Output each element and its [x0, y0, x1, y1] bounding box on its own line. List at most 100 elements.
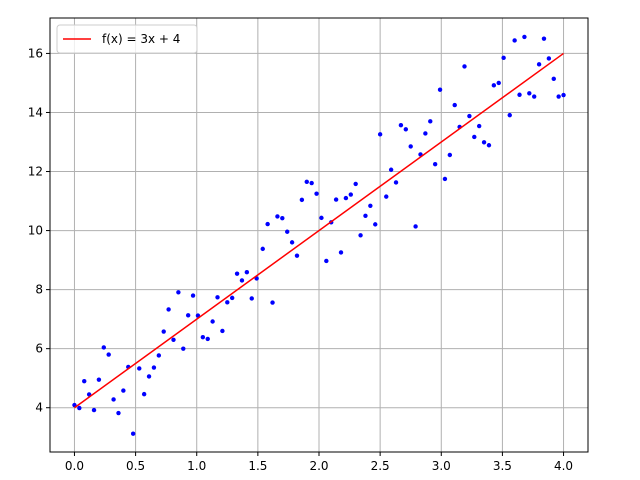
legend-box [56, 24, 198, 54]
x-tick-label: 3.0 [432, 459, 451, 473]
data-point [137, 366, 142, 371]
data-point [546, 56, 552, 61]
data-point [309, 180, 314, 186]
data-point [265, 221, 270, 227]
x-tick-label: 1.0 [187, 459, 206, 473]
data-point [428, 119, 433, 124]
line-series [74, 52, 564, 409]
data-point [541, 36, 547, 41]
data-point [447, 152, 453, 158]
data-point [171, 337, 176, 343]
data-point [91, 407, 97, 413]
data-point [106, 352, 111, 357]
data-point [141, 391, 147, 397]
data-point [467, 113, 472, 119]
data-point [190, 293, 196, 298]
data-point [185, 313, 191, 318]
data-point [442, 176, 448, 182]
data-point [82, 378, 87, 384]
data-point [384, 194, 389, 199]
data-point [215, 295, 220, 300]
data-point [161, 329, 166, 334]
data-point [121, 388, 126, 393]
data-point [239, 278, 245, 283]
data-point [486, 143, 492, 148]
data-point [527, 91, 532, 96]
y-tick-label: 14 [28, 105, 43, 119]
data-point [363, 213, 368, 219]
data-point [408, 144, 413, 149]
data-point [393, 180, 399, 185]
data-point [285, 229, 290, 234]
data-point [437, 87, 443, 92]
data-point [532, 94, 537, 99]
data-point [116, 410, 121, 416]
y-tick-label: 12 [28, 165, 43, 179]
data-point [101, 345, 107, 350]
data-point [551, 76, 556, 82]
data-point [373, 222, 378, 227]
data-point [275, 214, 280, 219]
data-point [348, 192, 353, 197]
data-point [299, 197, 305, 203]
data-point [472, 134, 477, 140]
data-point [289, 240, 295, 245]
data-point [181, 346, 186, 351]
data-point [151, 365, 157, 370]
data-point [512, 38, 517, 43]
data-point [556, 94, 561, 99]
data-point [176, 290, 181, 295]
data-point [388, 167, 394, 172]
data-point [333, 197, 339, 202]
data-point [146, 374, 152, 379]
data-point [496, 80, 501, 86]
x-tick-label: 2.0 [309, 459, 328, 473]
data-point [517, 92, 522, 97]
data-point [229, 295, 235, 301]
data-point [398, 122, 404, 128]
x-tick-label: 3.5 [493, 459, 512, 473]
data-point [304, 179, 309, 185]
legend: f(x) = 3x + 4 [56, 24, 198, 54]
data-point [476, 123, 482, 129]
data-point [338, 250, 344, 255]
data-point [413, 224, 418, 229]
data-point [403, 127, 409, 132]
data-point [280, 215, 285, 221]
data-point [319, 215, 324, 221]
x-tick-label: 2.5 [371, 459, 390, 473]
data-point [522, 34, 527, 40]
data-point [358, 233, 363, 238]
data-point [225, 300, 230, 305]
data-point [294, 253, 300, 258]
data-point [130, 431, 136, 436]
x-tick-label: 0.0 [65, 459, 84, 473]
data-point [377, 132, 383, 137]
grid [50, 18, 588, 452]
data-point [536, 62, 542, 67]
data-point [234, 271, 240, 276]
data-point [481, 140, 487, 145]
data-point [462, 64, 467, 69]
data-point [220, 328, 225, 334]
data-point [205, 336, 210, 342]
y-tick-label: 10 [28, 224, 43, 238]
data-point [561, 92, 566, 98]
data-point [156, 353, 162, 358]
data-point [368, 203, 373, 208]
x-tick-label: 0.5 [126, 459, 145, 473]
data-point [210, 319, 215, 324]
data-point [452, 102, 457, 108]
data-point [324, 258, 329, 264]
data-point [96, 377, 102, 382]
data-point [343, 195, 349, 201]
data-point [166, 307, 171, 312]
y-tick-label: 6 [35, 342, 43, 356]
y-tick-label: 4 [35, 401, 43, 415]
data-point [314, 191, 319, 196]
y-tick-label: 8 [35, 283, 43, 297]
ticks: 0.0 0.5 1.0 1.5 2.0 2.5 3.0 3.5 4.0 4 6 8 10 12 14 16 [28, 46, 573, 473]
data-point [249, 296, 254, 301]
